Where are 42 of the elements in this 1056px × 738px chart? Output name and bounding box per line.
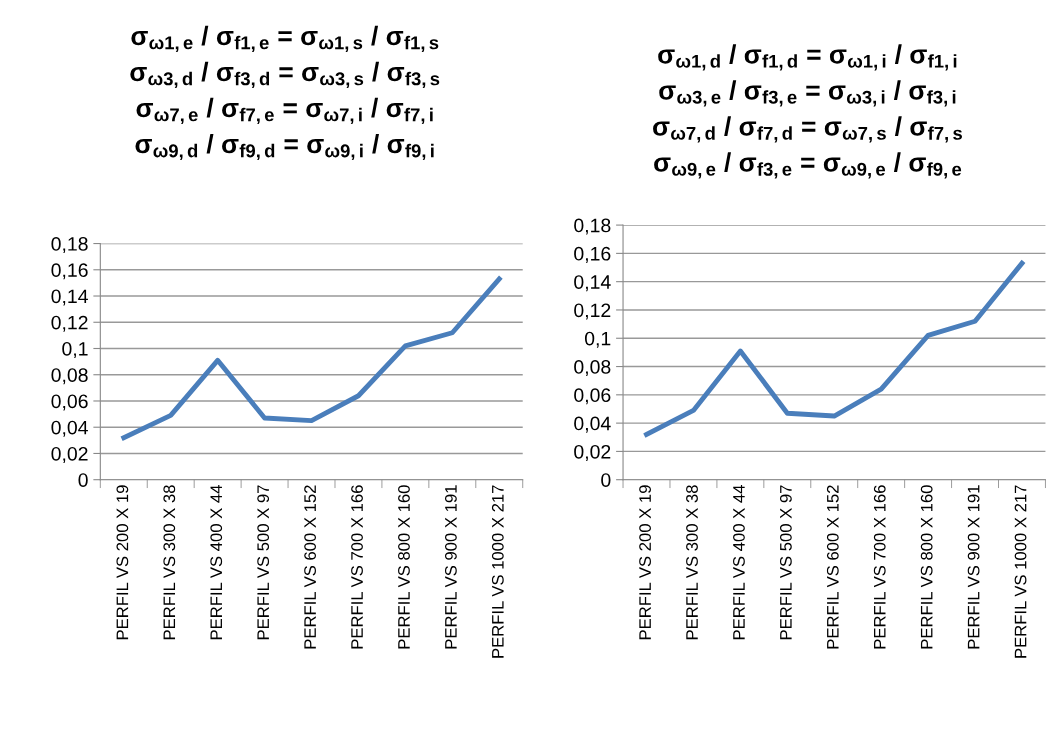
x-tick-label: PERFIL VS 1000 X 217 <box>491 485 504 658</box>
y-tick-label: 0,04 <box>574 416 611 433</box>
x-tick-label: PERFIL VS 500 X 97 <box>779 485 792 640</box>
x-tick-label: PERFIL VS 200 X 19 <box>639 485 651 640</box>
x-tick-label: PERFIL VS 600 X 152 <box>826 485 839 649</box>
y-tick-label: 0,1 <box>62 341 88 359</box>
y-tick-label: 0,16 <box>51 263 88 280</box>
x-tick-label: PERFIL VS 400 X 44 <box>210 485 223 640</box>
x-tick-label: PERFIL VS 200 X 19 <box>116 485 129 640</box>
chart-title: σ$_{ω1,d}$ / σ$_{f1,d}$ = σ$_{ω1,i}$ / σ$_{f1,i}$ σ$_{ω3,e}$ / σ$_{f3,e}$ = σ$_{ω3,i}$ / σ$_{f3,i}$ σ$_{ω7,d}$ / σ$_{f7,d}$ = σ$_{ω7,s}$ / σ$_{f7,s}$ σ$_{ω9,e}$ / σ$_{f3,e}$ = σ$_{ω9,e}$ / σ$_{f9,e}$ <box>653 44 962 179</box>
y-tick-label: 0,04 <box>51 420 88 437</box>
y-tick-label: 0,08 <box>51 368 88 385</box>
x-tick-label: PERFIL VS 700 X 166 <box>873 485 886 649</box>
x-tick-label: PERFIL VS 1000 X 217 <box>1014 485 1027 658</box>
y-tick-label: 0,12 <box>574 303 611 320</box>
x-tick-label: PERFIL VS 700 X 166 <box>351 485 363 649</box>
x-tick-label: PERFIL VS 900 X 191 <box>967 485 980 649</box>
y-tick-label: 0,02 <box>51 446 88 463</box>
y-tick-label: 0,06 <box>51 394 88 411</box>
x-tick-label: PERFIL VS 400 X 44 <box>733 485 745 640</box>
x-tick-label: PERFIL VS 900 X 191 <box>444 485 457 649</box>
y-tick-label: 0,02 <box>574 444 611 461</box>
y-tick-label: 0,14 <box>51 289 88 306</box>
line-series <box>121 276 502 441</box>
y-tick-label: 0,12 <box>51 315 88 332</box>
y-tick-label: 0 <box>78 473 88 487</box>
x-tick-label: PERFIL VS 300 X 38 <box>163 485 176 640</box>
x-tick-label: PERFIL VS 500 X 97 <box>257 485 270 640</box>
y-tick-label: 0,16 <box>574 246 611 263</box>
y-tick-label: 0,06 <box>574 388 611 405</box>
x-tick-label: PERFIL VS 800 X 160 <box>920 485 933 649</box>
line-series <box>644 260 1025 437</box>
chart-title: σ$_{ω1,e}$ / σ$_{f1,e}$ = σ$_{ω1,s}$ / σ$_{f1,s}$ σ$_{ω3,d}$ / σ$_{f3,d}$ = σ$_{ω3,s}$ / σ$_{f3,s}$ σ$_{ω7,e}$ / σ$_{f7,e}$ = σ$_{ω7,i}$ / σ$_{f7,i}$ σ$_{ω9,d}$ / σ$_{f9,d}$ = σ$_{ω9,i}$ / σ$_{f9,i}$ <box>130 25 440 161</box>
x-tick-label: PERFIL VS 600 X 152 <box>304 485 316 649</box>
y-tick-label: 0 <box>601 473 611 487</box>
x-tick-label: PERFIL VS 800 X 160 <box>398 485 410 649</box>
y-tick-label: 0,14 <box>574 275 611 292</box>
x-tick-label: PERFIL VS 300 X 38 <box>686 485 698 640</box>
y-tick-label: 0,1 <box>584 331 611 348</box>
y-tick-label: 0,08 <box>574 360 611 377</box>
y-tick-label: 0,18 <box>574 218 611 235</box>
y-tick-label: 0,18 <box>51 237 88 254</box>
